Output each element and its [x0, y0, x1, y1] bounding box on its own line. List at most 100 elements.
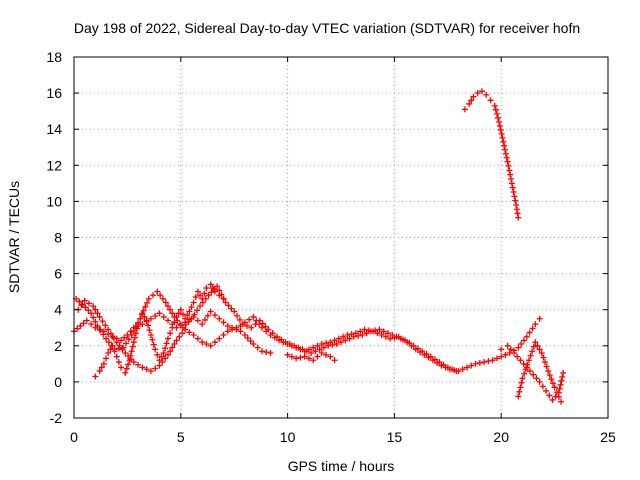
data-point	[169, 319, 178, 331]
data-point	[517, 357, 527, 367]
data-point	[560, 369, 567, 376]
data-point	[378, 331, 389, 340]
data-point	[120, 336, 132, 351]
data-point	[515, 337, 527, 351]
data-point	[273, 333, 285, 343]
y-tick-label: 2	[54, 338, 62, 354]
data-point	[335, 333, 347, 342]
data-point	[105, 346, 114, 357]
data-point	[207, 339, 218, 349]
data-point	[536, 315, 543, 322]
data-point	[310, 353, 321, 364]
data-point	[511, 350, 521, 360]
y-tick-label: -2	[50, 410, 63, 426]
data-point	[267, 350, 274, 357]
data-point	[453, 368, 460, 375]
data-point	[162, 299, 176, 317]
data-point	[327, 353, 334, 360]
data-point	[105, 326, 117, 341]
data-point	[92, 373, 99, 380]
y-tick-label: 10	[46, 193, 62, 209]
data-point	[498, 346, 505, 353]
data-point	[190, 294, 199, 306]
data-point	[248, 321, 259, 331]
data-point	[220, 295, 227, 302]
data-point	[376, 326, 387, 335]
data-point	[487, 97, 494, 104]
data-point	[216, 292, 223, 299]
data-point	[182, 326, 193, 336]
data-point	[231, 308, 243, 323]
y-tick-label: 12	[46, 157, 62, 173]
data-point	[186, 303, 195, 315]
data-point	[207, 308, 218, 319]
data-point	[551, 384, 562, 400]
data-point	[117, 364, 124, 371]
data-point	[525, 343, 537, 364]
data-point	[77, 320, 87, 329]
data-point	[532, 321, 539, 328]
data-point	[491, 102, 501, 121]
y-tick-label: 18	[46, 49, 62, 65]
data-point	[301, 353, 312, 362]
data-point	[402, 337, 413, 347]
data-point	[173, 330, 186, 344]
tick-marks	[73, 56, 609, 419]
data-point	[188, 307, 201, 322]
data-point	[536, 378, 546, 390]
data-point	[113, 339, 126, 353]
data-point	[504, 342, 514, 353]
data-point	[519, 361, 531, 382]
data-point	[498, 351, 509, 360]
data-point	[130, 325, 141, 346]
data-point	[96, 313, 109, 329]
data-point	[530, 371, 540, 382]
data-point	[291, 342, 302, 351]
data-point	[299, 346, 310, 355]
data-point	[515, 214, 522, 221]
data-point	[156, 355, 169, 369]
data-point	[224, 326, 236, 335]
data-point	[109, 342, 118, 355]
data-point	[538, 350, 550, 370]
data-point	[545, 368, 556, 387]
data-point	[284, 351, 295, 360]
data-point	[94, 322, 107, 338]
data-point	[179, 318, 192, 331]
data-point	[308, 348, 319, 357]
x-tick-label: 10	[280, 429, 296, 445]
data-point	[250, 340, 261, 351]
data-point	[532, 339, 543, 353]
data-point	[513, 202, 521, 217]
data-point	[472, 359, 483, 367]
data-point	[81, 297, 92, 307]
data-point	[436, 359, 447, 368]
data-point	[265, 326, 276, 337]
data-point	[199, 339, 210, 347]
data-point	[258, 348, 270, 356]
data-point	[293, 354, 304, 362]
data-point	[143, 317, 153, 334]
data-point	[419, 348, 430, 357]
data-point	[203, 285, 210, 292]
y-tick-label: 4	[54, 302, 62, 318]
data-point	[384, 330, 396, 338]
x-tick-label: 5	[177, 429, 185, 445]
data-point	[73, 295, 83, 305]
data-point	[410, 342, 421, 352]
data-point	[478, 88, 485, 95]
grid-lines	[74, 57, 608, 418]
data-point	[359, 330, 370, 338]
data-point	[466, 97, 475, 107]
data-points	[71, 88, 567, 405]
data-point	[325, 341, 336, 349]
data-point	[139, 364, 150, 373]
data-point	[470, 93, 477, 100]
data-point	[160, 340, 170, 357]
data-point	[256, 317, 269, 330]
data-point	[79, 301, 92, 314]
data-point	[444, 364, 456, 373]
data-point	[350, 332, 362, 340]
data-point	[182, 312, 191, 322]
x-tick-label: 0	[70, 429, 78, 445]
